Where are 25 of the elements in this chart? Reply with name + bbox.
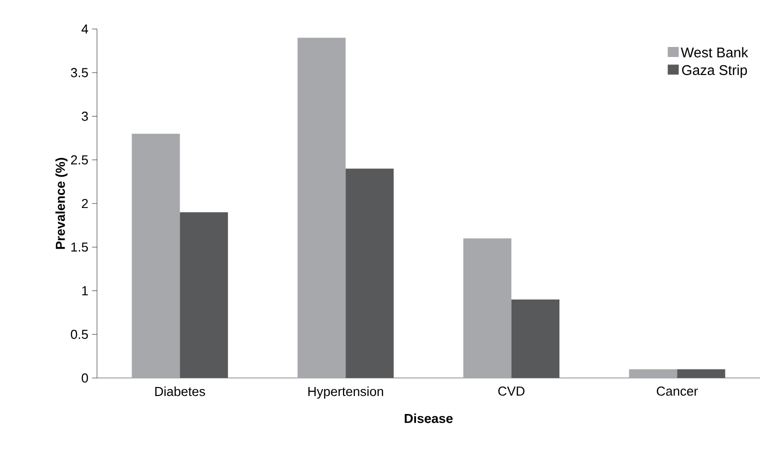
bar (180, 212, 228, 378)
x-axis-title: Disease (404, 414, 453, 424)
y-tick-label: 4 (82, 24, 88, 34)
x-tick-label: Cancer (656, 386, 698, 396)
y-tick-label: 0 (82, 373, 88, 383)
bar (677, 369, 726, 378)
y-axis-title: Prevalence (%) (55, 158, 68, 249)
y-tick-label: 0.5 (70, 330, 88, 339)
bar (346, 168, 394, 378)
bar (511, 299, 560, 378)
legend-label: Gaza Strip (682, 64, 747, 78)
y-tick-label: 1 (82, 286, 88, 296)
y-tick-label: 3 (82, 112, 88, 121)
bar (298, 38, 346, 378)
y-tick-label: 2.5 (71, 155, 88, 164)
x-tick-label: CVD (498, 386, 524, 396)
legend-label: West Bank (680, 47, 748, 58)
y-tick-label: 2 (82, 198, 88, 208)
y-tick-label: 3.5 (70, 68, 88, 78)
x-tick-label: Diabetes (155, 386, 206, 396)
bar (629, 369, 678, 378)
y-tick-label: 1.5 (71, 242, 88, 252)
bar (463, 238, 512, 378)
bar (132, 134, 180, 378)
x-tick-label: Hypertension (308, 386, 384, 399)
